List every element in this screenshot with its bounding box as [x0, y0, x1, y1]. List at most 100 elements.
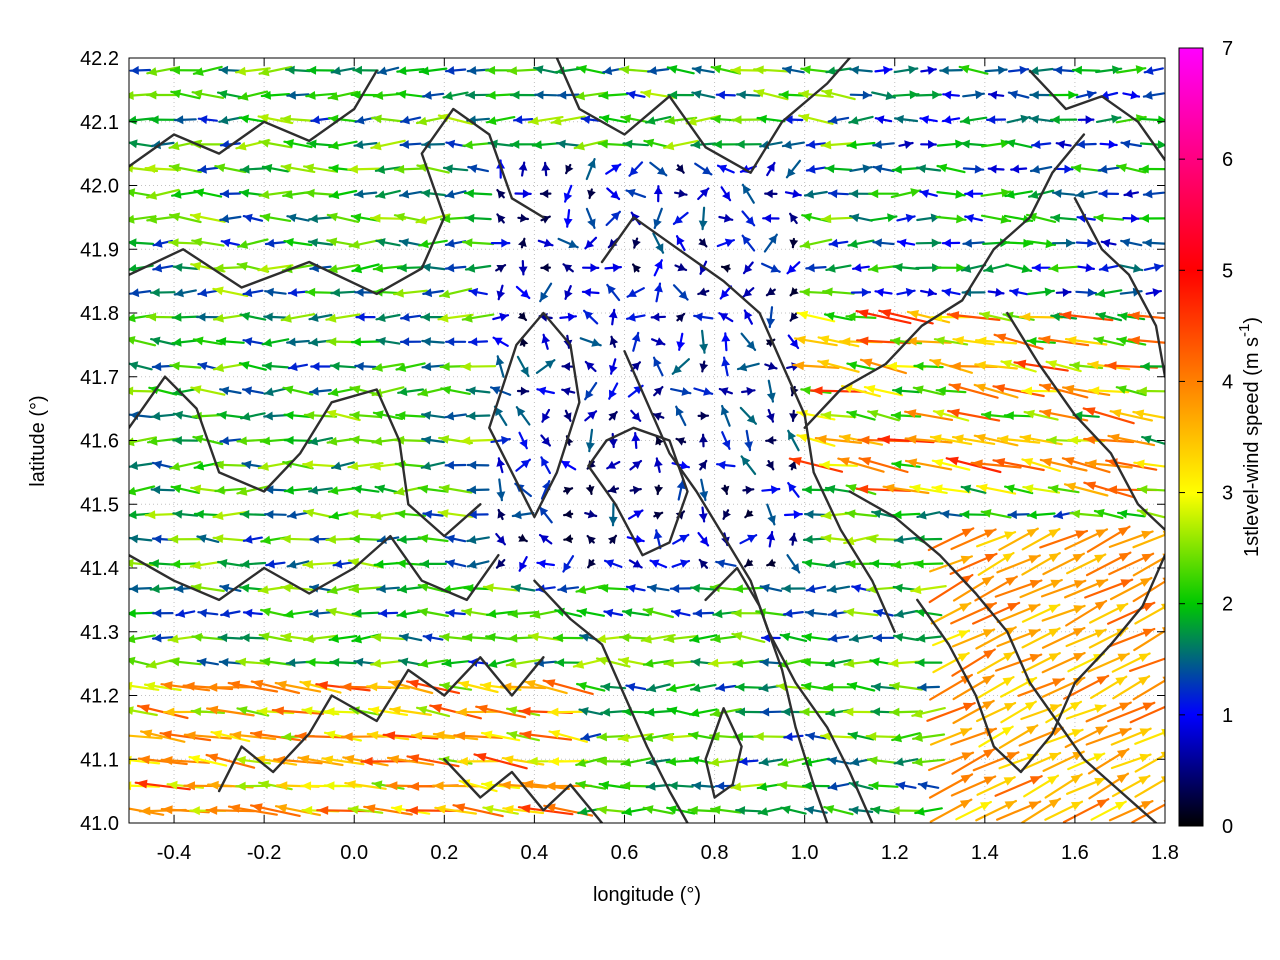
wind-vector-head — [960, 139, 970, 149]
wind-vector — [309, 609, 332, 618]
wind-vector-head — [467, 560, 477, 569]
wind-vector-head — [564, 290, 573, 299]
wind-vector-head — [762, 633, 771, 643]
wind-vector — [935, 386, 967, 396]
wind-vector — [983, 263, 1010, 273]
wind-vector — [518, 431, 528, 450]
wind-vector — [399, 140, 422, 149]
wind-vector-head — [828, 609, 838, 618]
wind-vector-head — [806, 584, 816, 594]
wind-vector — [172, 509, 199, 519]
wind-vector-head — [522, 779, 534, 789]
wind-vector-head — [262, 163, 273, 173]
wind-vector — [169, 460, 202, 471]
wind-vector — [874, 65, 893, 75]
wind-vector-head — [955, 189, 965, 199]
colorbar-label-sup: -1 — [1236, 324, 1253, 337]
wind-vector — [675, 405, 687, 427]
wind-vector — [585, 484, 595, 495]
wind-vector-head — [563, 218, 573, 227]
wind-vector-head — [698, 434, 708, 443]
wind-vector — [284, 65, 311, 75]
wind-vector-head — [890, 806, 900, 816]
wind-vector-head — [1051, 312, 1061, 322]
wind-vector — [466, 460, 490, 470]
wind-vector-head — [1028, 801, 1041, 810]
wind-vector-head — [302, 805, 313, 815]
wind-vector-head — [507, 706, 518, 715]
wind-vector — [743, 309, 754, 325]
wind-vector-head — [1056, 140, 1066, 149]
wind-vector — [460, 362, 497, 372]
wind-vector — [417, 659, 449, 668]
wind-vector — [1106, 701, 1156, 723]
wind-vector-head — [532, 140, 542, 150]
wind-vector — [740, 386, 756, 396]
wind-vector — [793, 335, 838, 347]
wind-vector-head — [147, 67, 158, 76]
wind-vector — [670, 608, 691, 618]
wind-vector-head — [585, 486, 595, 494]
wind-vector-head — [601, 707, 611, 717]
wind-vector-head — [1139, 164, 1149, 174]
wind-vector — [371, 114, 405, 124]
wind-vector-head — [433, 730, 445, 740]
wind-vector — [303, 411, 338, 420]
wind-vector-head — [1138, 676, 1150, 686]
wind-vector-head — [788, 483, 797, 493]
wind-vector-head — [496, 265, 506, 273]
wind-vector-head — [738, 362, 748, 372]
wind-vector-head — [329, 511, 340, 520]
wind-vector — [330, 66, 356, 76]
wind-vector — [349, 534, 382, 544]
wind-vector — [396, 535, 425, 544]
wind-vector-head — [805, 509, 814, 519]
wind-vector-head — [633, 510, 643, 519]
wind-vector-head — [894, 632, 904, 642]
wind-vector — [188, 754, 228, 767]
x-axis-label: longitude (°) — [593, 884, 701, 906]
wind-vector-head — [469, 658, 478, 667]
wind-vector — [975, 799, 1018, 822]
wind-vector — [849, 90, 873, 100]
wind-vector — [286, 337, 310, 347]
wind-vector-head — [887, 213, 897, 223]
wind-vector-head — [784, 608, 793, 618]
wind-vector — [1029, 90, 1054, 100]
wind-vector-head — [1117, 163, 1127, 173]
wind-vector-head — [541, 334, 551, 344]
wind-vector-head — [161, 681, 173, 691]
wind-vector-head — [445, 411, 455, 421]
wind-vector-head — [390, 706, 401, 715]
wind-vector-head — [577, 608, 588, 617]
wind-vector-head — [306, 91, 316, 100]
wind-vector — [1142, 189, 1165, 199]
wind-vector-head — [799, 89, 809, 99]
wind-vector — [827, 189, 850, 199]
wind-vector-head — [190, 560, 201, 570]
wind-vector-head — [783, 65, 793, 75]
wind-vector-head — [129, 781, 132, 791]
wind-vector — [631, 263, 642, 273]
wind-vector-head — [151, 336, 161, 346]
wind-vector — [1115, 65, 1147, 74]
wind-vector — [715, 683, 737, 692]
wind-vector-head — [445, 238, 455, 248]
wind-vector-head — [191, 484, 202, 494]
wind-vector-head — [378, 608, 388, 618]
y-tick-label: 42.0 — [80, 176, 119, 198]
wind-vector — [756, 114, 786, 124]
wind-vector — [688, 708, 718, 718]
wind-vector-head — [173, 436, 182, 445]
wind-vector-head — [984, 529, 996, 538]
wind-vector-head — [152, 140, 161, 150]
wind-vector — [776, 780, 811, 790]
wind-vector — [167, 534, 203, 544]
wind-vector — [210, 730, 251, 743]
wind-vector — [758, 683, 784, 693]
wind-vector-head — [888, 658, 899, 668]
wind-vector-head — [1083, 407, 1096, 416]
wind-vector — [1020, 386, 1062, 396]
wind-vector-head — [230, 730, 242, 740]
wind-vector — [190, 583, 225, 593]
